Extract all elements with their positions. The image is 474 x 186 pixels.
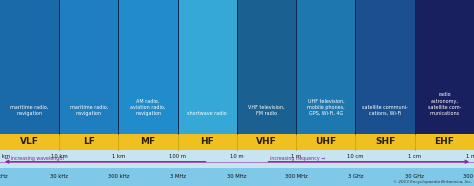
Text: AM radio,
aviation radio,
navigation: AM radio, aviation radio, navigation <box>130 99 166 116</box>
Text: 3 GHz: 3 GHz <box>348 174 363 179</box>
Bar <box>178 0 237 134</box>
Text: 1 mm: 1 mm <box>466 153 474 158</box>
Text: 30 GHz: 30 GHz <box>405 174 424 179</box>
Text: increasing frequency →: increasing frequency → <box>270 156 325 161</box>
Bar <box>59 134 118 150</box>
Bar <box>0 150 474 168</box>
Text: 3 kHz: 3 kHz <box>0 174 7 179</box>
Text: 1 cm: 1 cm <box>408 153 421 158</box>
Text: VHF television,
FM radio: VHF television, FM radio <box>248 105 285 116</box>
Text: 300 kHz: 300 kHz <box>108 174 129 179</box>
Bar <box>178 134 237 150</box>
Bar <box>415 0 474 134</box>
Text: EHF: EHF <box>435 137 454 147</box>
Text: 30 MHz: 30 MHz <box>228 174 246 179</box>
Bar <box>0 0 59 134</box>
Bar <box>237 0 296 134</box>
Text: 10 m: 10 m <box>230 153 244 158</box>
Text: shortwave radio: shortwave radio <box>188 111 227 116</box>
Text: VLF: VLF <box>20 137 39 147</box>
Text: satellite communi-
cations, Wi-Fi: satellite communi- cations, Wi-Fi <box>362 105 408 116</box>
Text: SHF: SHF <box>375 137 395 147</box>
Text: VHF: VHF <box>256 137 277 147</box>
Bar <box>0 134 59 150</box>
Bar <box>415 134 474 150</box>
Bar <box>296 134 356 150</box>
Bar <box>118 0 178 134</box>
Bar <box>296 0 356 134</box>
Text: ← increasing wavelength: ← increasing wavelength <box>5 156 64 161</box>
Text: © 2013 Encyclopaedia Britannica, Inc.: © 2013 Encyclopaedia Britannica, Inc. <box>393 180 472 184</box>
Text: 100 km: 100 km <box>0 153 10 158</box>
Text: 3 MHz: 3 MHz <box>170 174 186 179</box>
Text: 1 km: 1 km <box>112 153 125 158</box>
Bar <box>356 0 415 134</box>
Text: MF: MF <box>141 137 155 147</box>
Text: radio
astronomy,
satellite com-
munications: radio astronomy, satellite com- municati… <box>428 92 461 116</box>
Bar <box>237 134 296 150</box>
Text: maritime radio,
navigation: maritime radio, navigation <box>70 105 108 116</box>
Bar <box>356 134 415 150</box>
Text: UHF: UHF <box>315 137 337 147</box>
Text: UHF television,
mobile phones,
GPS, Wi-Fi, 4G: UHF television, mobile phones, GPS, Wi-F… <box>307 99 345 116</box>
Text: 300 GHz: 300 GHz <box>463 174 474 179</box>
Text: HF: HF <box>201 137 214 147</box>
Text: 100 m: 100 m <box>169 153 186 158</box>
Text: LF: LF <box>83 137 95 147</box>
Bar <box>59 0 118 134</box>
Text: 10 cm: 10 cm <box>347 153 364 158</box>
Text: 10 km: 10 km <box>51 153 68 158</box>
Text: maritime radio,
navigation: maritime radio, navigation <box>10 105 49 116</box>
Text: 1 m: 1 m <box>291 153 301 158</box>
Bar <box>0 168 474 186</box>
Text: 30 kHz: 30 kHz <box>50 174 68 179</box>
Text: 300 MHz: 300 MHz <box>285 174 308 179</box>
Bar <box>118 134 178 150</box>
